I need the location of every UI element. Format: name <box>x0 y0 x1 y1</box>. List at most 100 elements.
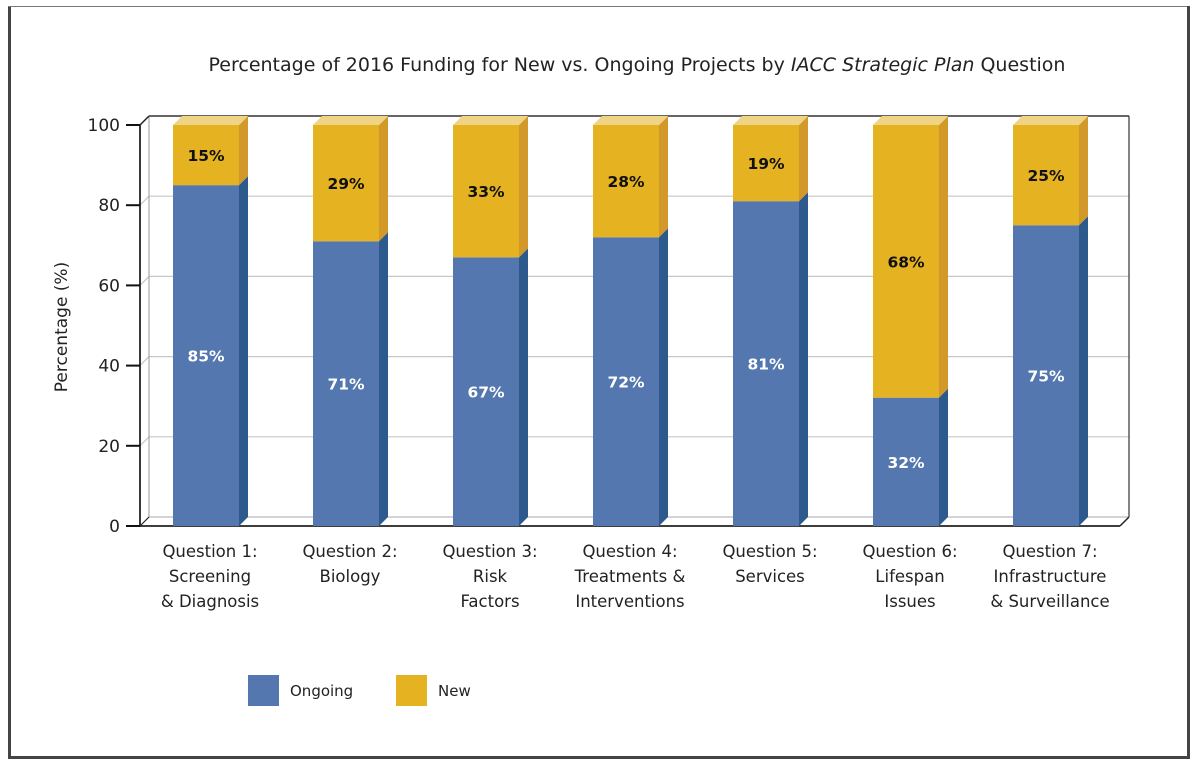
x-tick-label: Infrastructure <box>994 567 1107 586</box>
bar-ongoing <box>593 237 659 526</box>
data-label: 81% <box>747 356 785 374</box>
y-tick-label: 80 <box>98 196 120 216</box>
data-label: 67% <box>467 384 505 402</box>
data-label: 33% <box>467 183 505 201</box>
legend-swatch <box>248 675 279 706</box>
gridline-side <box>139 436 150 447</box>
bar-stack <box>453 116 528 526</box>
bar-top <box>593 116 668 125</box>
bar-stack <box>1013 116 1088 526</box>
bar-top <box>873 116 948 125</box>
chart-title: Percentage of 2016 Funding for New vs. O… <box>209 54 1066 76</box>
bar-side-ongoing <box>799 192 808 526</box>
bar-top <box>173 116 248 125</box>
floor-left-edge <box>139 516 150 527</box>
y-axis-top-edge <box>139 115 150 126</box>
bar-new <box>173 125 239 186</box>
figure-frame-top <box>8 6 1187 7</box>
x-tick-label: Screening <box>169 567 251 586</box>
bar-ongoing <box>453 257 519 526</box>
data-label: 15% <box>187 147 225 165</box>
legend-item-new: New <box>396 675 471 706</box>
x-tick-label: Biology <box>320 567 381 586</box>
data-label: 25% <box>1027 167 1065 185</box>
legend-swatch <box>396 675 427 706</box>
bar-new <box>1013 125 1079 226</box>
x-tick-label: Interventions <box>575 592 684 611</box>
bar-side-new <box>799 116 808 202</box>
bar-new <box>313 125 379 242</box>
bar-stack <box>313 116 388 527</box>
bar-side-new <box>519 116 528 258</box>
x-tick-label: Services <box>735 567 805 586</box>
legend: Ongoing New <box>248 675 471 706</box>
bar-stack <box>873 116 948 526</box>
x-tick-label: & Diagnosis <box>161 592 259 611</box>
y-tick-label: 40 <box>98 357 120 377</box>
bar-new <box>593 125 659 238</box>
data-label: 75% <box>1027 368 1065 386</box>
y-tick-label: 60 <box>98 276 120 296</box>
bar-side-new <box>239 116 248 186</box>
legend-label: New <box>438 682 471 700</box>
data-label: 32% <box>887 454 925 472</box>
x-tick-label: Issues <box>884 592 935 611</box>
x-tick-label: Question 6: <box>862 542 957 561</box>
bar-ongoing <box>873 397 939 526</box>
bar-side-new <box>1079 116 1088 226</box>
bar-stack <box>733 116 808 526</box>
bar-top <box>453 116 528 125</box>
bar-side-ongoing <box>239 176 248 526</box>
floor-right-edge <box>1119 516 1130 527</box>
data-label: 85% <box>187 348 225 366</box>
bars <box>173 116 1088 527</box>
bar-side-new <box>379 116 388 242</box>
bar-top <box>313 116 388 125</box>
x-tick-label: Question 1: <box>162 542 257 561</box>
x-tick-label: Question 4: <box>582 542 677 561</box>
bar-new <box>733 125 799 202</box>
bar-ongoing <box>173 185 239 526</box>
bar-ongoing <box>1013 225 1079 526</box>
legend-item-ongoing: Ongoing <box>248 675 353 706</box>
title-part: Question <box>974 54 1065 76</box>
gridline-side <box>139 356 150 367</box>
category-labels: Question 1: Screening & Diagnosis Question … <box>161 542 1110 611</box>
bar-ongoing <box>313 241 379 527</box>
title-part: IACC Strategic Plan <box>791 54 975 76</box>
x-tick-label: Question 3: <box>442 542 537 561</box>
legend-label: Ongoing <box>290 682 353 700</box>
x-tick-label: Question 2: <box>302 542 397 561</box>
data-label: 19% <box>747 155 785 173</box>
gridline-side <box>139 195 150 206</box>
x-tick-label: Treatments & <box>574 567 686 586</box>
y-tick-label: 0 <box>109 517 120 537</box>
x-tick-label: Factors <box>460 592 519 611</box>
title-part: Percentage of 2016 Funding for New vs. O… <box>209 54 791 76</box>
data-label: 68% <box>887 253 925 271</box>
gridline-side <box>139 275 150 286</box>
x-tick-label: Lifespan <box>875 567 944 586</box>
x-tick-label: Question 5: <box>722 542 817 561</box>
bar-top <box>1013 116 1088 125</box>
figure-frame <box>8 6 1190 759</box>
bar-new <box>873 125 939 398</box>
data-label: 71% <box>327 376 365 394</box>
bar-ongoing <box>733 201 799 526</box>
bar-new <box>453 125 519 258</box>
bar-side-new <box>939 116 948 398</box>
data-label: 28% <box>607 173 645 191</box>
x-tick-label: Question 7: <box>1002 542 1097 561</box>
bar-side-ongoing <box>519 248 528 526</box>
bar-side-ongoing <box>1079 216 1088 526</box>
bar-side-ongoing <box>379 232 388 527</box>
bar-stack <box>593 116 668 526</box>
data-labels: 85% 15% 71% 29% 67% 33% 72% 28% 81% 19% 32% 68% 75% 2… <box>187 147 1065 472</box>
data-label: 72% <box>607 374 645 392</box>
y-axis-label: Percentage (%) <box>52 262 72 392</box>
x-tick-label: & Surveillance <box>990 592 1109 611</box>
bar-side-ongoing <box>939 388 948 526</box>
x-tick-label: Risk <box>473 567 508 586</box>
bar-top <box>733 116 808 125</box>
